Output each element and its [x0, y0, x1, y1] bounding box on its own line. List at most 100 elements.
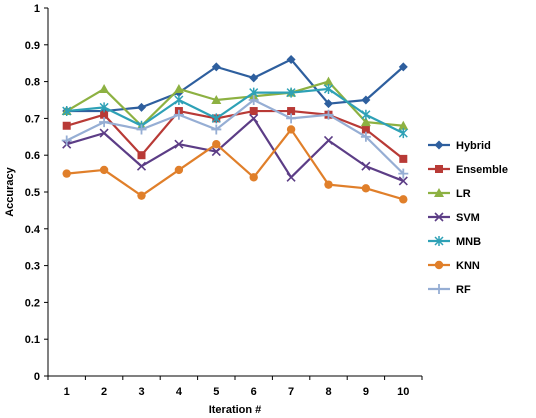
data-point-rf — [323, 109, 334, 120]
y-tick-label: 0.9 — [25, 40, 40, 52]
data-point-svm — [99, 128, 109, 138]
data-point-mnb — [286, 87, 296, 98]
series-group — [61, 55, 409, 204]
y-axis-ticks: 0 0.1 0.2 0.3 0.4 0.5 0.6 0.7 0.8 0.9 1 — [25, 3, 48, 383]
data-point-hybrid — [211, 62, 221, 72]
legend-label-rf: RF — [456, 284, 471, 296]
x-tick-label: 8 — [325, 386, 331, 398]
data-point-knn — [249, 173, 258, 182]
x-tick-label: 10 — [397, 386, 409, 398]
data-point-rf — [173, 109, 184, 120]
legend-item-ensemble: Ensemble — [428, 164, 508, 176]
data-point-hybrid — [324, 99, 333, 109]
x-axis-title: Iteration # — [209, 404, 262, 416]
data-point-rf — [360, 131, 371, 142]
data-point-svm — [398, 176, 408, 186]
series-svm — [62, 113, 408, 186]
legend-marker-rf — [434, 284, 444, 294]
data-point-lr — [360, 117, 371, 127]
legend-item-rf: RF — [428, 284, 471, 296]
data-point-lr — [99, 83, 110, 93]
data-point-mnb — [174, 95, 184, 105]
legend-item-knn: KNN — [428, 260, 480, 272]
legend-label-hybrid: Hybrid — [456, 140, 491, 152]
series-lr — [61, 76, 409, 130]
data-point-svm — [136, 161, 147, 171]
y-tick-label: 0 — [34, 371, 40, 383]
data-point-knn — [399, 195, 408, 204]
series-line-mnb — [66, 87, 404, 135]
data-point-knn — [361, 184, 371, 193]
data-point-svm — [174, 139, 184, 149]
data-point-svm — [361, 161, 371, 171]
x-axis-ticks: 1 2 3 4 5 6 7 8 9 10 — [47, 376, 423, 398]
data-point-rf — [286, 113, 297, 124]
data-point-ensemble — [100, 110, 109, 119]
data-point-rf — [398, 168, 409, 179]
y-tick-label: 1 — [34, 3, 40, 15]
data-point-lr — [211, 95, 222, 104]
y-tick-label: 0.1 — [25, 334, 40, 346]
data-point-mnb — [211, 113, 221, 124]
data-point-rf — [99, 117, 110, 128]
data-point-hybrid — [249, 73, 259, 83]
data-point-svm — [323, 135, 334, 146]
series-line-svm — [66, 117, 404, 182]
data-point-ensemble — [249, 107, 258, 116]
x-tick-label: 4 — [176, 386, 183, 398]
legend-item-mnb: MNB — [428, 236, 481, 248]
data-point-svm — [249, 113, 259, 123]
legend-label-ensemble: Ensemble — [456, 164, 508, 176]
data-point-svm — [211, 146, 221, 157]
y-tick-label: 0.6 — [25, 150, 40, 162]
data-point-mnb — [99, 102, 109, 113]
data-point-mnb — [398, 128, 408, 139]
data-point-knn — [212, 139, 221, 149]
data-point-hybrid — [137, 102, 146, 112]
data-point-ensemble — [287, 107, 296, 116]
data-point-hybrid — [361, 95, 371, 105]
series-rf — [61, 95, 409, 179]
data-point-knn — [324, 180, 333, 189]
data-point-lr — [323, 76, 334, 86]
data-point-ensemble — [137, 151, 146, 160]
y-tick-label: 0.7 — [25, 113, 40, 125]
series-mnb — [62, 83, 408, 139]
data-point-lr — [398, 120, 409, 130]
data-point-ensemble — [361, 125, 370, 134]
data-point-hybrid — [398, 62, 408, 72]
data-point-mnb — [62, 106, 72, 117]
y-axis-title: Accuracy — [4, 166, 16, 216]
y-tick-label: 0.3 — [25, 261, 40, 273]
y-tick-label: 0.4 — [25, 224, 41, 236]
legend: Hybrid Ensemble LR SVM MNB KNN RF — [428, 140, 508, 296]
legend-label-svm: SVM — [456, 212, 480, 224]
data-point-knn — [174, 165, 184, 175]
x-tick-label: 2 — [101, 386, 107, 398]
y-tick-label: 0.5 — [25, 187, 40, 199]
data-point-mnb — [361, 109, 371, 120]
x-tick-label: 1 — [64, 386, 70, 398]
data-point-mnb — [323, 83, 334, 94]
series-line-lr — [66, 80, 404, 127]
legend-marker-ensemble — [435, 165, 443, 173]
series-line-rf — [66, 98, 405, 175]
data-point-svm — [286, 172, 296, 182]
x-tick-label: 6 — [251, 386, 257, 398]
legend-item-hybrid: Hybrid — [428, 140, 491, 152]
legend-marker-mnb — [434, 236, 444, 246]
data-point-rf — [211, 124, 222, 135]
data-point-rf — [248, 95, 259, 105]
legend-label-mnb: MNB — [456, 236, 481, 248]
legend-marker-svm — [434, 212, 444, 222]
x-tick-label: 7 — [288, 386, 294, 398]
data-point-ensemble — [62, 121, 71, 130]
legend-label-knn: KNN — [456, 260, 480, 272]
data-point-ensemble — [399, 154, 408, 163]
y-tick-label: 0.2 — [25, 297, 40, 309]
series-line-knn — [66, 128, 404, 201]
legend-label-lr: LR — [456, 188, 471, 200]
x-tick-label: 5 — [213, 386, 219, 398]
data-point-knn — [286, 125, 296, 134]
